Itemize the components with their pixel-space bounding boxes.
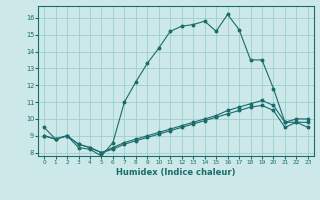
X-axis label: Humidex (Indice chaleur): Humidex (Indice chaleur) [116, 168, 236, 177]
